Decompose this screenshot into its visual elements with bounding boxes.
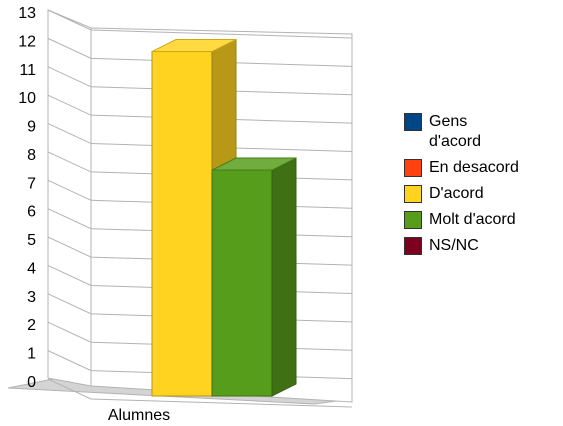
legend-swatch <box>404 185 422 203</box>
legend-swatch <box>404 113 422 131</box>
legend-swatch <box>404 159 422 177</box>
legend-item: NS/NC <box>404 236 562 256</box>
bar-side <box>271 157 297 397</box>
y-tick-label: 3 <box>27 289 36 306</box>
y-tick-label: 13 <box>18 5 36 22</box>
x-category-label: Alumnes <box>108 407 170 424</box>
y-tick-label: 6 <box>27 204 36 221</box>
legend-swatch <box>404 211 422 229</box>
chart-side-wall <box>47 9 92 387</box>
legend-item: D'acord <box>404 184 562 204</box>
legend-label: Molt d'acord <box>429 211 516 228</box>
y-tick-label: 1 <box>27 346 36 363</box>
legend-label: NS/NC <box>429 237 479 254</box>
gridline <box>47 66 353 96</box>
bar-top <box>211 157 297 171</box>
gridline <box>47 9 353 39</box>
gridline <box>47 123 353 153</box>
y-tick-label: 11 <box>19 62 36 79</box>
legend-item: En desacord <box>404 158 562 178</box>
legend-label: D'acord <box>429 185 484 202</box>
gridline <box>47 94 353 124</box>
y-tick-label: 2 <box>27 317 36 334</box>
bar <box>151 51 213 397</box>
legend-item: Molt d'acord <box>404 210 562 230</box>
y-tick-label: 10 <box>18 90 36 107</box>
y-tick-label: 9 <box>27 119 36 136</box>
legend-swatch <box>404 237 422 255</box>
y-tick-label: 8 <box>27 147 36 164</box>
y-tick-label: 7 <box>27 175 36 192</box>
y-tick-label: 0 <box>27 374 36 391</box>
legend-label: Gens d'acord <box>429 113 481 150</box>
bar-top <box>151 39 237 53</box>
gridline <box>47 37 353 67</box>
chart-legend: Gens d'acord En desacord D'acord Molt d'aco… <box>404 112 562 262</box>
y-tick-label: 5 <box>27 232 36 249</box>
gridline <box>47 378 353 408</box>
legend-label: En desacord <box>429 159 519 176</box>
bar <box>211 169 273 397</box>
legend-item: Gens d'acord <box>404 112 562 152</box>
y-tick-label: 4 <box>27 260 36 277</box>
y-tick-label: 12 <box>18 33 36 50</box>
